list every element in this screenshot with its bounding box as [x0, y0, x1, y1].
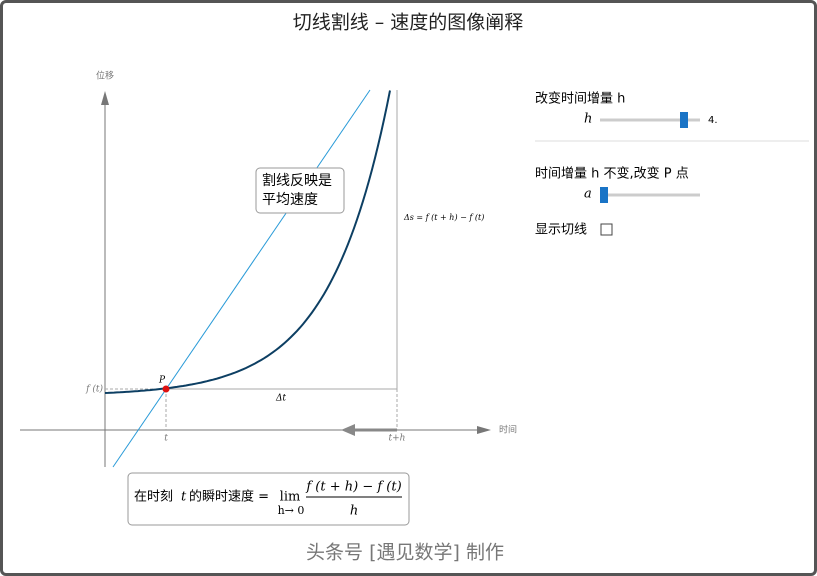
- formula-var: t: [181, 490, 187, 505]
- t-label: t: [164, 434, 168, 444]
- numerator: f (t + h) − f (t): [305, 480, 401, 495]
- h-arrow-head: [341, 424, 355, 436]
- annotation: 割线反映是: [262, 172, 332, 189]
- slider-label: a: [584, 187, 592, 202]
- lim: lim: [280, 490, 301, 505]
- slider-value: 4.: [708, 115, 718, 126]
- secant-line: [112, 89, 371, 468]
- lim-sub: h→ 0: [278, 504, 305, 517]
- denominator: h: [350, 504, 358, 519]
- formula-prefix: 在时刻: [134, 490, 173, 505]
- title: 切线割线 – 速度的图像阐释: [293, 12, 524, 34]
- point-p: [162, 385, 170, 393]
- formula-suffix: 的瞬时速度 =: [189, 489, 269, 505]
- formula-box: [127, 472, 410, 526]
- checkbox-label: 显示切线: [535, 223, 587, 238]
- x-arrow: [477, 426, 491, 434]
- annotation-box: [255, 167, 345, 214]
- annotation: 平均速度: [262, 192, 318, 208]
- footer: 头条号 [遇见数学] 制作: [306, 542, 504, 564]
- delta-t-label: Δt: [275, 394, 286, 404]
- canvas: 切线割线 – 速度的图像阐释 位移 时间 P f (t) t t+h Δt Δs…: [20, 12, 809, 564]
- t-h-label: t+h: [389, 434, 406, 444]
- control-label: 时间增量 h 不变,改变 P 点: [535, 166, 689, 182]
- y-arrow: [101, 91, 109, 105]
- point-label: P: [158, 376, 166, 386]
- y-axis-label: 位移: [96, 70, 114, 82]
- checkbox[interactable]: [600, 223, 613, 236]
- x-axis-label: 时间: [499, 424, 517, 436]
- control-label: 改变时间增量 h: [535, 91, 625, 107]
- slider-label: h: [584, 112, 592, 127]
- slider-thumb[interactable]: [600, 187, 608, 203]
- curve: [104, 90, 391, 394]
- delta-s-label: Δs = f (t + h) − f (t): [403, 213, 484, 222]
- slider-thumb[interactable]: [680, 112, 688, 128]
- f-t-label: f (t): [85, 384, 103, 395]
